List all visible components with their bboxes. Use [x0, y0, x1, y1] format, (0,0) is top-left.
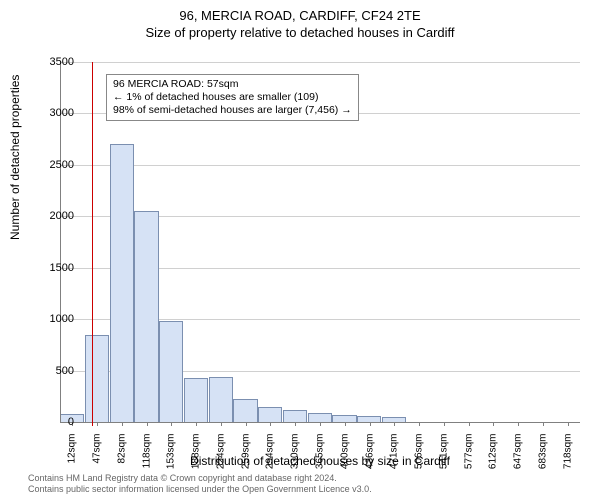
x-tick-label: 612sqm [488, 434, 499, 474]
histogram-bar [233, 399, 257, 422]
x-tick-label: 118sqm [141, 434, 152, 474]
x-tick [444, 422, 445, 426]
histogram-bar [85, 335, 109, 422]
chart-container: 96, MERCIA ROAD, CARDIFF, CF24 2TE Size … [0, 0, 600, 500]
x-tick-label: 577sqm [463, 434, 474, 474]
x-tick [295, 422, 296, 426]
x-tick-label: 541sqm [438, 434, 449, 474]
property-marker-line [92, 62, 93, 426]
histogram-bar [332, 415, 356, 422]
x-tick [320, 422, 321, 426]
x-tick [246, 422, 247, 426]
y-tick-label: 3500 [50, 56, 74, 68]
attribution-line1: Contains HM Land Registry data © Crown c… [28, 473, 372, 484]
x-tick [493, 422, 494, 426]
annotation-box: 96 MERCIA ROAD: 57sqm← 1% of detached ho… [106, 74, 359, 121]
y-tick-label: 0 [68, 416, 74, 428]
histogram-bar [159, 321, 183, 422]
chart-area: 96 MERCIA ROAD: 57sqm← 1% of detached ho… [60, 62, 580, 422]
x-tick [97, 422, 98, 426]
x-tick [122, 422, 123, 426]
attribution-line2: Contains public sector information licen… [28, 484, 372, 495]
page-title: 96, MERCIA ROAD, CARDIFF, CF24 2TE [0, 0, 600, 23]
x-tick-label: 330sqm [290, 434, 301, 474]
x-tick [543, 422, 544, 426]
x-tick-label: 400sqm [339, 434, 350, 474]
x-tick-label: 718sqm [562, 434, 573, 474]
histogram-bar [134, 211, 158, 422]
histogram-bar [110, 144, 134, 422]
annotation-line3: 98% of semi-detached houses are larger (… [113, 104, 352, 117]
x-tick-label: 506sqm [414, 434, 425, 474]
y-tick-label: 2000 [50, 210, 74, 222]
attribution: Contains HM Land Registry data © Crown c… [28, 473, 372, 495]
x-tick-label: 153sqm [166, 434, 177, 474]
gridline [60, 62, 580, 63]
x-tick-label: 188sqm [191, 434, 202, 474]
x-tick-label: 259sqm [240, 434, 251, 474]
x-tick [394, 422, 395, 426]
histogram-bar [209, 377, 233, 422]
x-tick-label: 471sqm [389, 434, 400, 474]
histogram-bar [184, 378, 208, 422]
x-tick-label: 47sqm [92, 434, 103, 474]
x-tick [345, 422, 346, 426]
y-tick-label: 2500 [50, 159, 74, 171]
x-tick-label: 224sqm [215, 434, 226, 474]
histogram-bar [308, 413, 332, 422]
x-tick-label: 294sqm [265, 434, 276, 474]
x-tick-label: 12sqm [67, 434, 78, 474]
histogram-bar [258, 407, 282, 422]
x-tick [196, 422, 197, 426]
x-tick [568, 422, 569, 426]
x-tick [469, 422, 470, 426]
annotation-line2: ← 1% of detached houses are smaller (109… [113, 91, 352, 104]
x-tick [171, 422, 172, 426]
x-tick-label: 82sqm [116, 434, 127, 474]
histogram-bar [283, 410, 307, 422]
x-tick-label: 683sqm [537, 434, 548, 474]
x-tick [370, 422, 371, 426]
x-tick [518, 422, 519, 426]
y-tick-label: 500 [56, 365, 74, 377]
y-axis-label: Number of detached properties [8, 75, 22, 240]
x-tick-label: 647sqm [513, 434, 524, 474]
x-tick [147, 422, 148, 426]
plot-region: 96 MERCIA ROAD: 57sqm← 1% of detached ho… [60, 62, 580, 422]
y-tick-label: 3000 [50, 107, 74, 119]
x-tick [419, 422, 420, 426]
x-tick [221, 422, 222, 426]
page-subtitle: Size of property relative to detached ho… [0, 23, 600, 40]
y-tick-label: 1000 [50, 313, 74, 325]
gridline [60, 165, 580, 166]
x-tick [270, 422, 271, 426]
x-tick-label: 436sqm [364, 434, 375, 474]
annotation-line1: 96 MERCIA ROAD: 57sqm [113, 78, 352, 91]
x-tick-label: 365sqm [315, 434, 326, 474]
y-tick-label: 1500 [50, 262, 74, 274]
